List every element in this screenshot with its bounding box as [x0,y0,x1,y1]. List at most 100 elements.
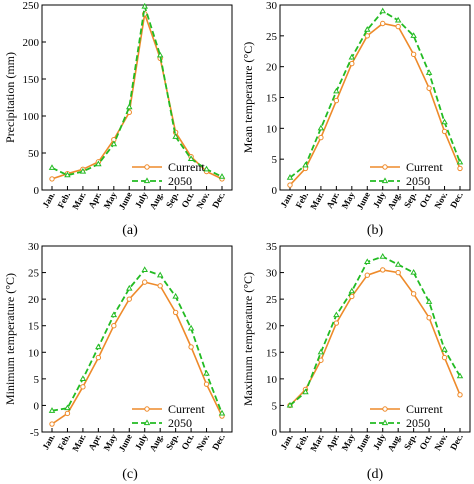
data-point-2050 [156,51,164,58]
x-tick-label: Apr. [324,432,341,452]
data-point-2050 [348,53,356,60]
data-point-current [142,279,148,285]
data-point-2050 [126,284,133,291]
x-tick-label: Sep. [402,432,418,451]
data-point-current [126,296,132,302]
data-point-2050 [126,103,133,110]
y-tick-label: 20 [266,62,278,74]
data-point-2050 [172,292,179,299]
y-axis-label: Maximum temperature (°C) [241,272,255,406]
data-point-2050 [187,324,195,331]
y-tick-label: 25 [266,294,278,306]
x-tick-label: Mar. [308,432,325,453]
legend-marker-2050 [381,419,389,426]
data-point-current [410,51,417,58]
x-tick-label: Dec. [448,432,465,451]
data-point-2050 [302,161,309,168]
data-point-2050 [394,16,402,23]
data-point-current [203,381,210,387]
data-point-2050 [333,87,340,94]
y-tick-label: 15 [28,321,40,333]
x-tick-label: Oct. [417,432,433,451]
series-line-2050 [289,255,461,407]
y-tick-label: 35 [266,241,278,253]
data-point-current [395,23,401,30]
x-tick-label: Jan. [278,432,294,451]
data-point-2050 [203,369,210,376]
data-point-2050 [410,32,417,38]
x-tick-label: Aug. [148,190,165,211]
x-tick-label: Dec. [210,190,227,209]
legend-marker-2050 [143,177,151,184]
data-point-2050 [456,158,464,165]
data-point-current [364,33,370,39]
data-point-2050 [333,311,340,318]
data-point-current [111,323,117,329]
data-point-2050 [95,343,102,350]
x-tick-label: Aug. [148,432,165,453]
data-point-2050 [172,133,179,139]
y-tick-label: 5 [272,154,278,166]
data-point-current [426,315,432,321]
panel-label: (a) [122,223,138,238]
data-point-2050 [218,409,226,416]
y-tick-label: 5 [34,374,40,386]
data-point-2050 [317,124,325,131]
data-point-2050 [456,372,464,379]
x-tick-label: June [117,190,135,211]
data-point-2050 [79,167,87,174]
data-point-2050 [48,407,56,413]
data-point-2050 [441,118,448,125]
y-tick-label: 25 [266,31,278,43]
data-point-current [318,134,324,141]
panel-label: (b) [367,223,384,238]
y-tick-label: 20 [266,321,278,333]
legend-marker-current [382,164,388,170]
data-point-2050 [218,173,226,179]
y-tick-label: 10 [266,374,278,386]
data-point-2050 [286,401,294,408]
y-tick-label: 30 [266,268,278,280]
y-tick-label: 30 [28,241,40,253]
data-point-current [64,410,71,417]
y-axis-label: Minimum temperature (°C) [3,273,17,405]
legend-label-current: Current [168,160,205,174]
x-tick-label: June [355,190,373,211]
series-line-2050 [51,268,223,414]
data-point-2050 [203,165,210,172]
legend-label-2050: 2050 [168,416,192,430]
y-tick-label: -5 [30,427,40,439]
data-point-2050 [110,140,118,147]
data-point-2050 [95,160,102,167]
data-point-current [157,283,163,289]
x-tick-label: Jan. [40,190,56,209]
plot-frame [279,245,471,433]
x-tick-label: Apr. [86,190,103,210]
data-point-current [49,421,55,427]
x-tick-label: June [355,432,373,453]
data-point-2050 [425,69,433,75]
data-point-2050 [364,26,371,32]
y-tick-label: 150 [23,74,40,86]
data-point-current [380,20,386,27]
data-point-current [333,97,340,104]
legend-label-2050: 2050 [168,174,192,188]
plot-frame [41,245,233,433]
y-tick-label: 0 [34,400,40,412]
x-tick-label: Nov. [432,432,449,452]
legend-label-2050: 2050 [406,416,430,430]
legend-label-current: Current [406,402,443,416]
x-tick-label: Apr. [324,190,341,210]
series-line-current [51,281,223,425]
y-tick-label: 10 [28,347,40,359]
series-line-2050 [289,10,461,179]
x-tick-label: Sep. [164,432,180,451]
x-tick-label: Nov. [194,432,211,452]
data-point-2050 [348,287,356,294]
y-tick-label: 15 [266,93,278,105]
data-point-current [80,384,86,390]
data-point-current [380,267,386,273]
data-point-2050 [317,348,325,355]
x-tick-label: Nov. [432,190,449,210]
